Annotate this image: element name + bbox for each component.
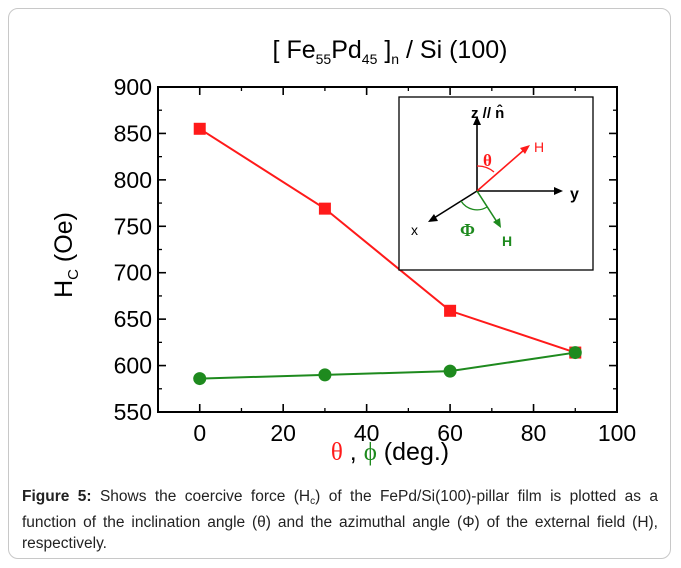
data-point-square bbox=[193, 122, 206, 135]
coercive-force-chart: [ Fe55Pd45 ]n / Si (100) HC (Oe) θ , ϕ (… bbox=[50, 36, 636, 466]
inset-x-label: x bbox=[411, 222, 418, 238]
x-tick-label-80: 80 bbox=[521, 420, 547, 446]
h-green-arrowhead bbox=[493, 218, 501, 228]
inset-diagram: z // n̂ y x H θ H Φ bbox=[398, 96, 594, 271]
caption-label: Figure 5: bbox=[22, 488, 92, 505]
x-axis-label: θ , ϕ (deg.) bbox=[331, 438, 449, 466]
x-tick-label-40: 40 bbox=[354, 420, 380, 446]
inset-box bbox=[398, 96, 594, 271]
y-tick-label-850: 850 bbox=[114, 120, 152, 146]
h-red-arrowhead bbox=[520, 145, 530, 154]
series-line-circle bbox=[199, 351, 576, 380]
data-point-square bbox=[318, 202, 331, 215]
data-point-circle bbox=[568, 346, 582, 360]
inset-phi-label: Φ bbox=[460, 220, 475, 240]
phi-arc bbox=[460, 200, 488, 211]
theta-arc bbox=[476, 165, 495, 173]
data-point-circle bbox=[318, 368, 332, 382]
data-point-square bbox=[444, 304, 457, 317]
y-tick-label-700: 700 bbox=[114, 260, 152, 286]
data-point-circle bbox=[443, 364, 457, 378]
y-arrowhead bbox=[554, 187, 563, 195]
chart-title: [ Fe55Pd45 ]n / Si (100) bbox=[273, 36, 508, 67]
x-tick-label-20: 20 bbox=[270, 420, 296, 446]
y-tick-label-650: 650 bbox=[114, 306, 152, 332]
h-green-vector bbox=[476, 190, 498, 223]
x-tick-label-0: 0 bbox=[193, 420, 206, 446]
y-tick-label-900: 900 bbox=[114, 74, 152, 100]
y-tick-label-750: 750 bbox=[114, 213, 152, 239]
inset-theta-label: θ bbox=[483, 151, 492, 170]
y-tick-label-550: 550 bbox=[114, 399, 152, 425]
y-tick-label-800: 800 bbox=[114, 167, 152, 193]
series-line-square bbox=[199, 127, 576, 354]
caption-text-1: Shows the coercive force (H bbox=[91, 488, 311, 505]
inset-h-red-label: H bbox=[534, 139, 544, 155]
caption-sub: c bbox=[310, 496, 316, 507]
inset-y-label: y bbox=[570, 186, 579, 203]
y-axis-label: HC (Oe) bbox=[50, 212, 82, 298]
inset-h-green-label: H bbox=[502, 233, 512, 249]
x-axis-arrow bbox=[433, 190, 478, 219]
x-arrowhead bbox=[428, 214, 438, 222]
figure-caption: Figure 5: Shows the coercive force (Hc) … bbox=[22, 486, 658, 554]
y-tick-label-600: 600 bbox=[114, 353, 152, 379]
x-tick-label-100: 100 bbox=[598, 420, 636, 446]
z-arrowhead bbox=[473, 116, 481, 125]
h-red-vector bbox=[476, 149, 525, 192]
data-point-circle bbox=[193, 372, 207, 386]
x-tick-label-60: 60 bbox=[437, 420, 463, 446]
inset-z-label: z // n̂ bbox=[471, 103, 504, 122]
caption-text-2: ) of the FePd/Si(100)-pillar film is plo… bbox=[22, 488, 658, 552]
